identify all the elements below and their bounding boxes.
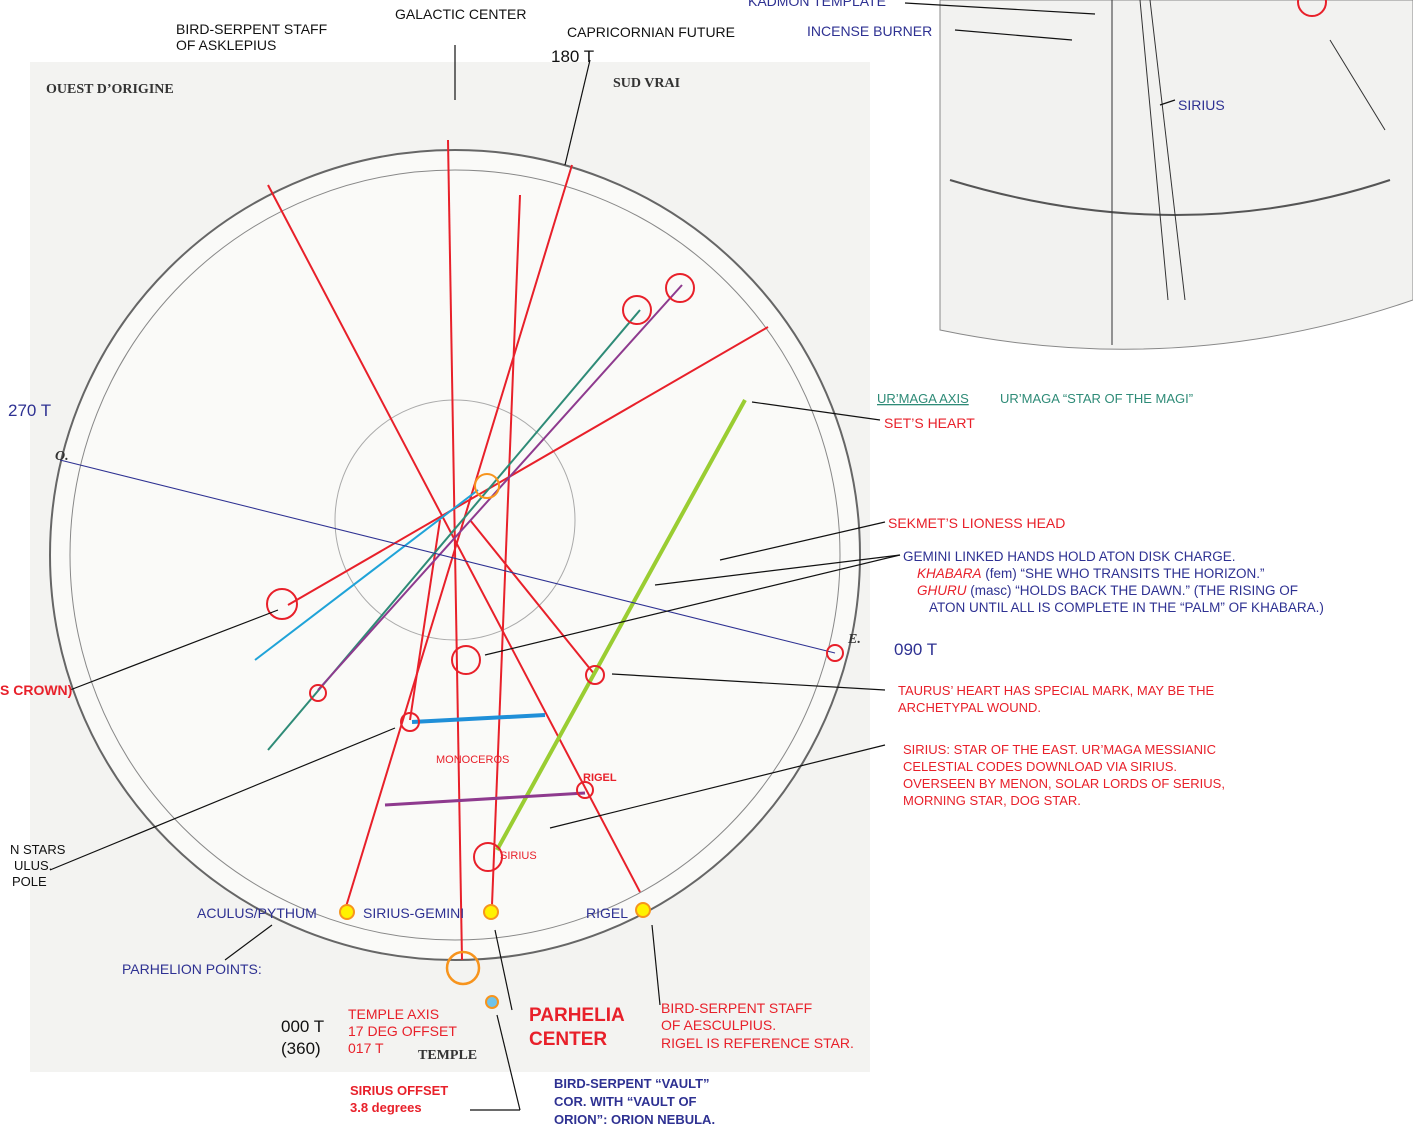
label: BIRD-SERPENT STAFF [176, 21, 327, 37]
label: ATON UNTIL ALL IS COMPLETE IN THE “PALM”… [929, 600, 1324, 615]
label-part: (fem) “SHE WHO TRANSITS THE HORIZON.” [985, 566, 1264, 581]
label: BIRD-SERPENT STAFF [661, 1000, 812, 1016]
label: PARHELIA [529, 1005, 625, 1026]
plate-label: OUEST D’ORIGINE [46, 82, 174, 97]
label: CELESTIAL CODES DOWNLOAD VIA SIRIUS. [903, 759, 1177, 774]
label: ACULUS/PYTHUM [197, 905, 317, 921]
label: 3.8 degrees [350, 1100, 422, 1115]
plate-label: E. [847, 632, 861, 647]
label: SIRIUS [500, 850, 537, 862]
label: SEKMET’S LIONESS HEAD [888, 515, 1065, 531]
label: UR’MAGA AXIS [877, 391, 969, 406]
label: INCENSE BURNER [807, 23, 932, 39]
label: RIGEL [586, 905, 628, 921]
label: ARCHETYPAL WOUND. [898, 700, 1041, 715]
label: CAPRICORNIAN FUTURE [567, 24, 735, 40]
label: COR. WITH “VAULT OF [554, 1094, 697, 1109]
label: SET’S HEART [884, 415, 975, 431]
label: ULUS. [14, 858, 52, 873]
label-part: (masc) “HOLDS BACK THE DAWN.” (THE RISIN… [970, 583, 1298, 598]
label: BIRD-SERPENT “VAULT” [554, 1076, 710, 1091]
label: N STARS [10, 842, 66, 857]
label: CENTER [529, 1029, 607, 1050]
label: UR’MAGA “STAR OF THE MAGI” [1000, 391, 1193, 406]
label: RIGEL IS REFERENCE STAR. [661, 1035, 854, 1051]
label: ORION”: ORION NEBULA. [554, 1112, 715, 1127]
plate-label: O. [55, 449, 69, 464]
parhelion-point [484, 905, 498, 919]
label: GHURU (masc) “HOLDS BACK THE DAWN.” (THE… [917, 583, 1298, 598]
bearing: 000 T [281, 1017, 324, 1036]
plate-label: TEMPLE [418, 1048, 477, 1063]
parhelion-point [340, 905, 354, 919]
label: SIRIUS [1178, 97, 1225, 113]
label: TAURUS’ HEART HAS SPECIAL MARK, MAY BE T… [898, 683, 1214, 698]
label: GALACTIC CENTER [395, 6, 526, 22]
bearing: (360) [281, 1039, 321, 1058]
label: MORNING STAR, DOG STAR. [903, 793, 1081, 808]
parhelion-point [636, 903, 650, 917]
label: SIRIUS OFFSET [350, 1083, 448, 1098]
label: MONOCEROS [436, 754, 509, 766]
label: KHABARA (fem) “SHE WHO TRANSITS THE HORI… [917, 566, 1265, 581]
label: OVERSEEN BY MENON, SOLAR LORDS OF SERIUS… [903, 776, 1225, 791]
label: SIRIUS: STAR OF THE EAST. UR’MAGA MESSIA… [903, 742, 1216, 757]
label: PARHELION POINTS: [122, 961, 262, 977]
label: OF AESCULPIUS. [661, 1017, 776, 1033]
label: TEMPLE AXIS [348, 1006, 439, 1022]
plate-label: SUD VRAI [613, 76, 680, 91]
parhelia-center-dot [486, 996, 498, 1008]
label: RIGEL [583, 772, 617, 784]
bearing: 270 T [8, 401, 51, 420]
bearing: 090 T [894, 640, 937, 659]
label: SIRIUS-GEMINI [363, 905, 464, 921]
bearing: 180 T [551, 47, 594, 66]
label: KADMON TEMPLATE [748, 0, 886, 9]
label: 17 DEG OFFSET [348, 1023, 457, 1039]
label: S CROWN) [0, 682, 72, 698]
diagram: BIRD-SERPENT STAFF OF ASKLEPIUS GALACTIC… [0, 0, 1413, 1130]
label: 017 T [348, 1040, 384, 1056]
label: OF ASKLEPIUS [176, 37, 276, 53]
label-part: KHABARA [917, 566, 982, 581]
inset-image [940, 0, 1413, 349]
label: POLE [12, 874, 47, 889]
label-part: GHURU [917, 583, 967, 598]
label: GEMINI LINKED HANDS HOLD ATON DISK CHARG… [903, 549, 1236, 564]
